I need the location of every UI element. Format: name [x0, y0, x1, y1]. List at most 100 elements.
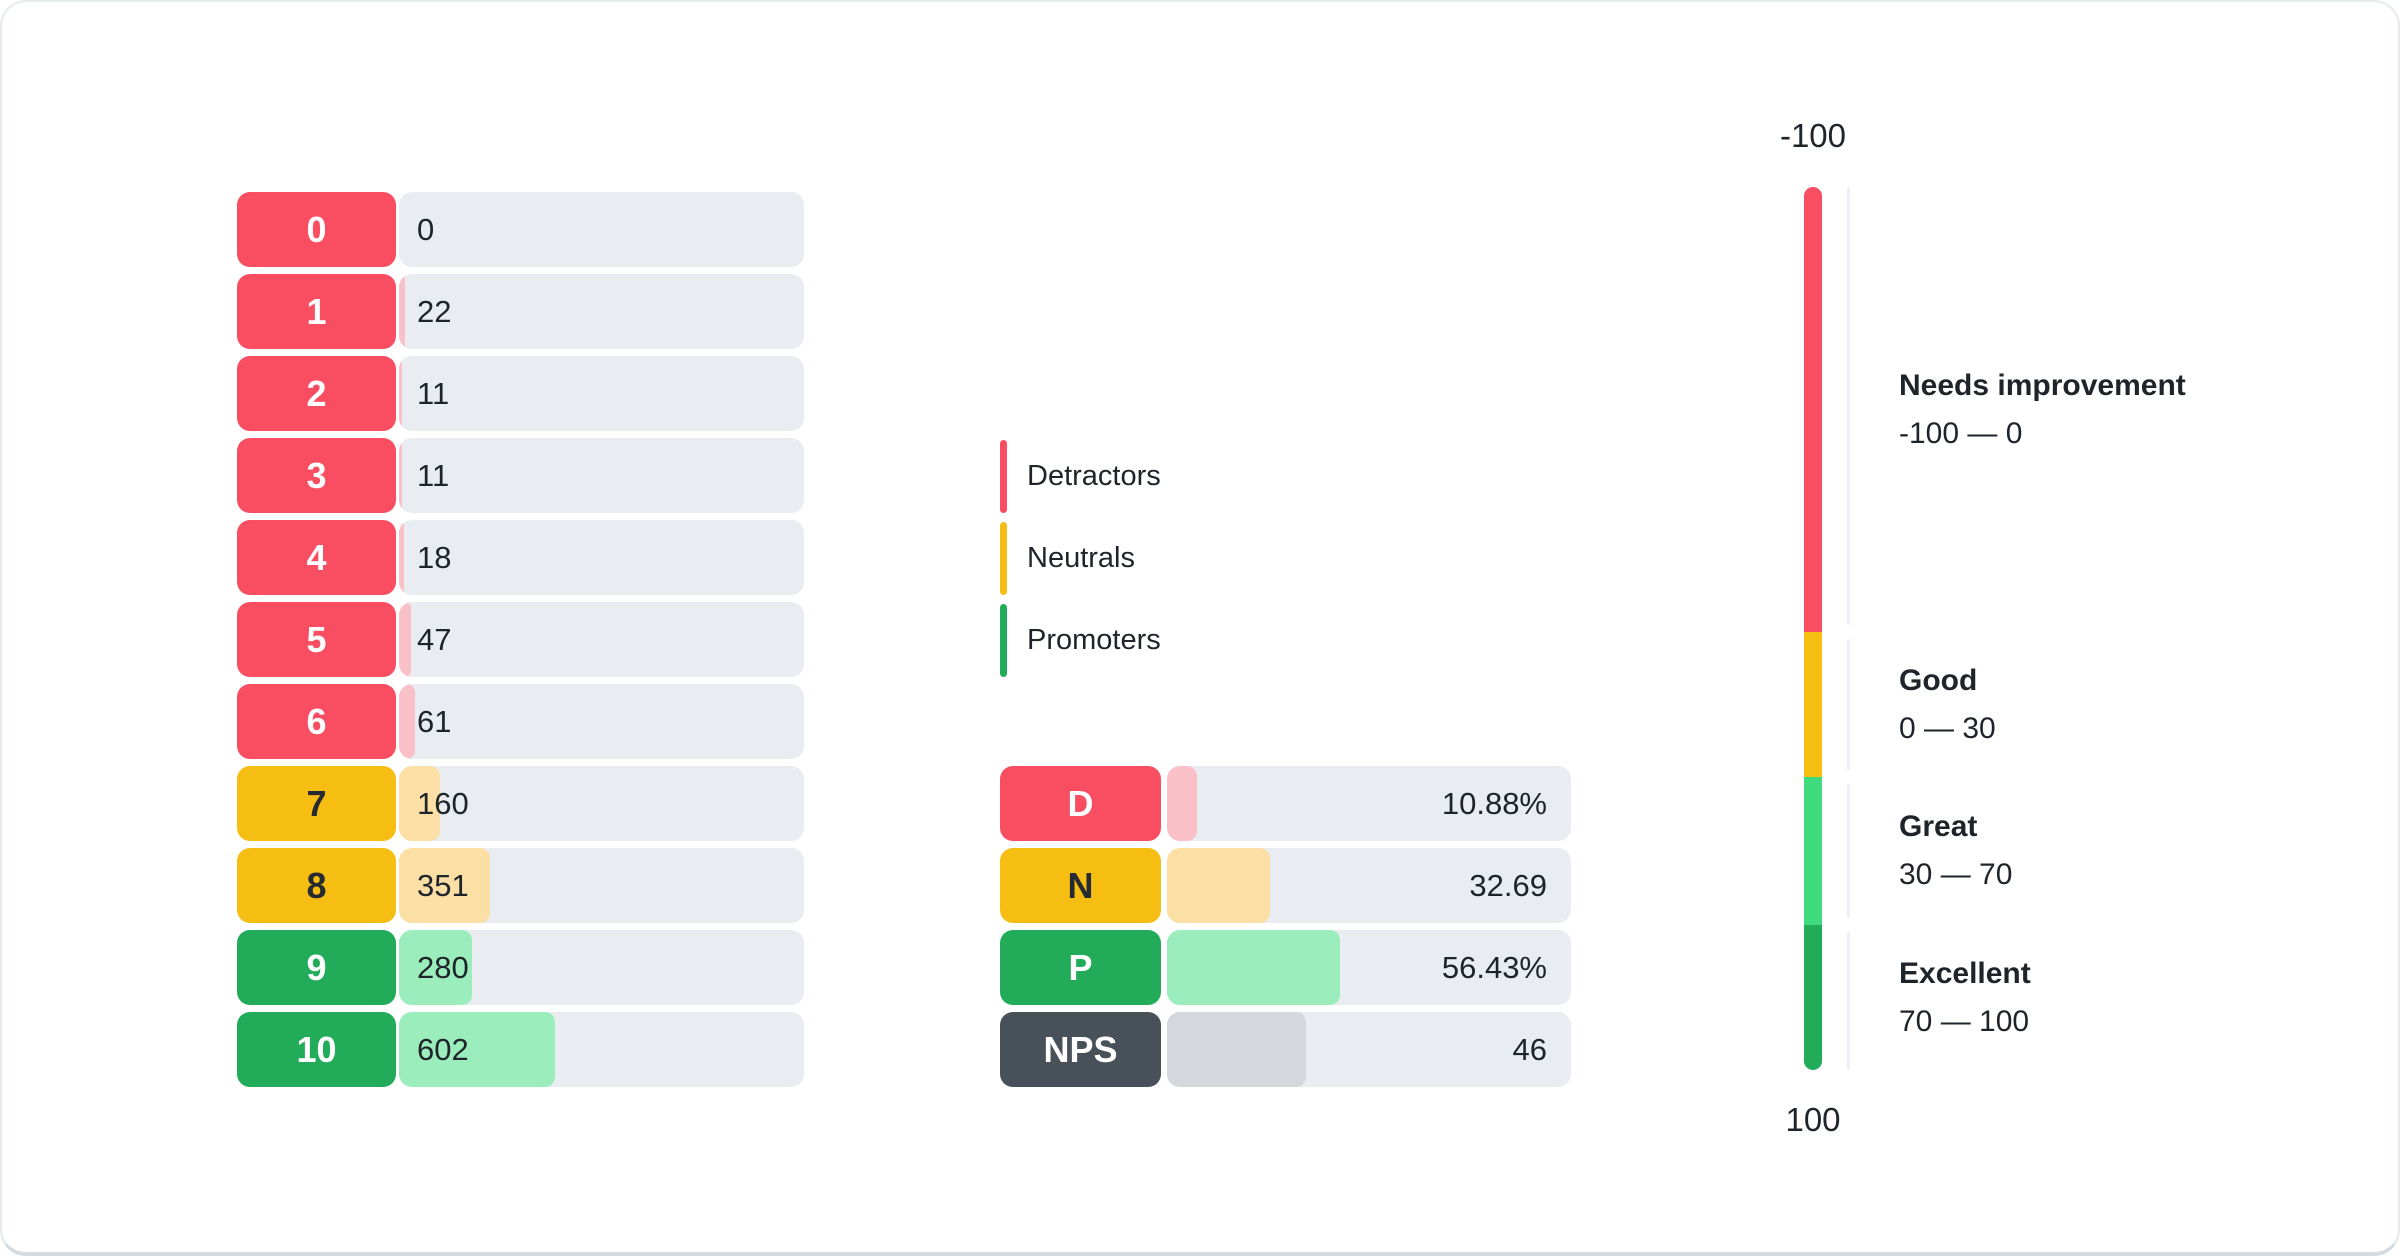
legend-item-promoters: Promoters — [1000, 604, 1161, 677]
gauge-axis-line — [1847, 784, 1850, 918]
promoters-swatch-icon — [1000, 604, 1007, 677]
detractors-swatch-icon — [1000, 440, 1007, 513]
gauge-zone-segment-neutral — [1804, 632, 1822, 778]
score-distribution-chart: 0 0 1 22 2 11 3 11 4 18 5 47 6 61 7 160 8 351 9 280 10 602 — [237, 192, 804, 1094]
score-count: 602 — [417, 1031, 469, 1067]
score-row-7: 7 160 — [237, 766, 804, 841]
gauge-zone-name: Needs improvement — [1899, 368, 2186, 402]
bar-track: 0 — [399, 192, 804, 267]
bar-track: 160 — [399, 766, 804, 841]
legend-item-neutrals: Neutrals — [1000, 522, 1161, 595]
gauge-axis-line — [1847, 187, 1850, 626]
score-badge: 5 — [237, 602, 396, 677]
value-bar — [399, 1012, 555, 1087]
score-row-10: 10 602 — [237, 1012, 804, 1087]
score-count: 11 — [417, 457, 450, 493]
value-bar — [1167, 766, 1198, 841]
value-bar — [399, 438, 402, 513]
legend: Detractors Neutrals Promoters — [1000, 440, 1161, 686]
value-bar — [399, 848, 490, 923]
gauge-zone-name: Excellent — [1899, 956, 2031, 990]
gauge-zone-name: Great — [1899, 810, 1978, 844]
score-badge: 1 — [237, 274, 396, 349]
value-bar — [399, 930, 472, 1005]
score-row-4: 4 18 — [237, 520, 804, 595]
score-badge: 10 — [237, 1012, 396, 1087]
score-row-2: 2 11 — [237, 356, 804, 431]
legend-label: Promoters — [1027, 624, 1161, 656]
legend-label: Neutrals — [1027, 542, 1135, 574]
gauge-zone-segment-promoter — [1804, 925, 1822, 1070]
score-badge: 0 — [237, 192, 396, 267]
value-bar — [1167, 1012, 1306, 1087]
score-count: 0 — [417, 211, 435, 247]
gauge-zone-label: Excellent 70 — 100 — [1899, 954, 2031, 1042]
gauge-zone-range: 0 — 30 — [1899, 711, 1996, 745]
score-badge: 2 — [237, 356, 396, 431]
gauge-zone-range: -100 — 0 — [1899, 416, 2023, 450]
score-badge: 4 — [237, 520, 396, 595]
score-badge: 7 — [237, 766, 396, 841]
bar-track: 11 — [399, 438, 804, 513]
gauge-max-label: -100 — [1779, 117, 1847, 154]
bar-track: 22 — [399, 274, 804, 349]
score-count: 47 — [417, 621, 452, 657]
summary-badge: NPS — [1000, 1012, 1161, 1087]
bar-track: 46 — [1167, 1012, 1571, 1087]
gauge-axis-line — [1847, 932, 1850, 1070]
score-count: 280 — [417, 949, 469, 985]
summary-badge: P — [1000, 930, 1161, 1005]
value-bar — [399, 356, 402, 431]
score-badge: 6 — [237, 684, 396, 759]
value-bar — [399, 520, 404, 595]
summary-badge: D — [1000, 766, 1161, 841]
score-row-5: 5 47 — [237, 602, 804, 677]
summary-row-p: P 56.43% — [1000, 930, 1571, 1005]
bar-track: 47 — [399, 602, 804, 677]
bar-track: 351 — [399, 848, 804, 923]
gauge-zone-range: 30 — 70 — [1899, 858, 2013, 892]
score-badge: 3 — [237, 438, 396, 513]
gauge-zone-segment-detractor — [1804, 187, 1822, 633]
value-bar — [399, 274, 405, 349]
gauge-zone-name: Good — [1899, 663, 1978, 697]
score-count: 18 — [417, 539, 452, 575]
bar-track: 10.88% — [1167, 766, 1571, 841]
score-badge: 9 — [237, 930, 396, 1005]
gauge-zone-label: Needs improvement -100 — 0 — [1899, 366, 2186, 454]
gauge-bar — [1804, 187, 1822, 1070]
gauge-zone-range: 70 — 100 — [1899, 1004, 2030, 1038]
gauge-min-label: 100 — [1785, 1101, 1841, 1138]
gauge-axis-line — [1847, 639, 1850, 771]
summary-row-n: N 32.69 — [1000, 848, 1571, 923]
score-row-9: 9 280 — [237, 930, 804, 1005]
score-count: 22 — [417, 293, 452, 329]
bar-track: 602 — [399, 1012, 804, 1087]
value-bar — [399, 766, 441, 841]
summary-badge: N — [1000, 848, 1161, 923]
gauge-zone-segment-great — [1804, 777, 1822, 925]
value-bar — [399, 602, 412, 677]
value-bar — [399, 684, 415, 759]
summary-value: 32.69 — [1469, 867, 1547, 903]
score-badge: 8 — [237, 848, 396, 923]
legend-item-detractors: Detractors — [1000, 440, 1161, 513]
bar-track: 280 — [399, 930, 804, 1005]
score-row-1: 1 22 — [237, 274, 804, 349]
value-bar — [1167, 930, 1340, 1005]
score-count: 160 — [417, 785, 469, 821]
summary-value: 10.88% — [1441, 785, 1547, 821]
summary-value: 46 — [1512, 1031, 1547, 1067]
bar-track: 56.43% — [1167, 930, 1571, 1005]
legend-label: Detractors — [1027, 460, 1161, 492]
bar-track: 11 — [399, 356, 804, 431]
gauge-zone-label: Great 30 — 70 — [1899, 807, 2012, 895]
summary-row-nps: NPS 46 — [1000, 1012, 1571, 1087]
gauge-zone-label: Good 0 — 30 — [1899, 661, 1996, 749]
summary-value: 56.43% — [1441, 949, 1547, 985]
nps-summary-chart: D 10.88% N 32.69 P 56.43% NPS 46 — [1000, 766, 1571, 1094]
value-bar — [1167, 848, 1271, 923]
score-row-8: 8 351 — [237, 848, 804, 923]
